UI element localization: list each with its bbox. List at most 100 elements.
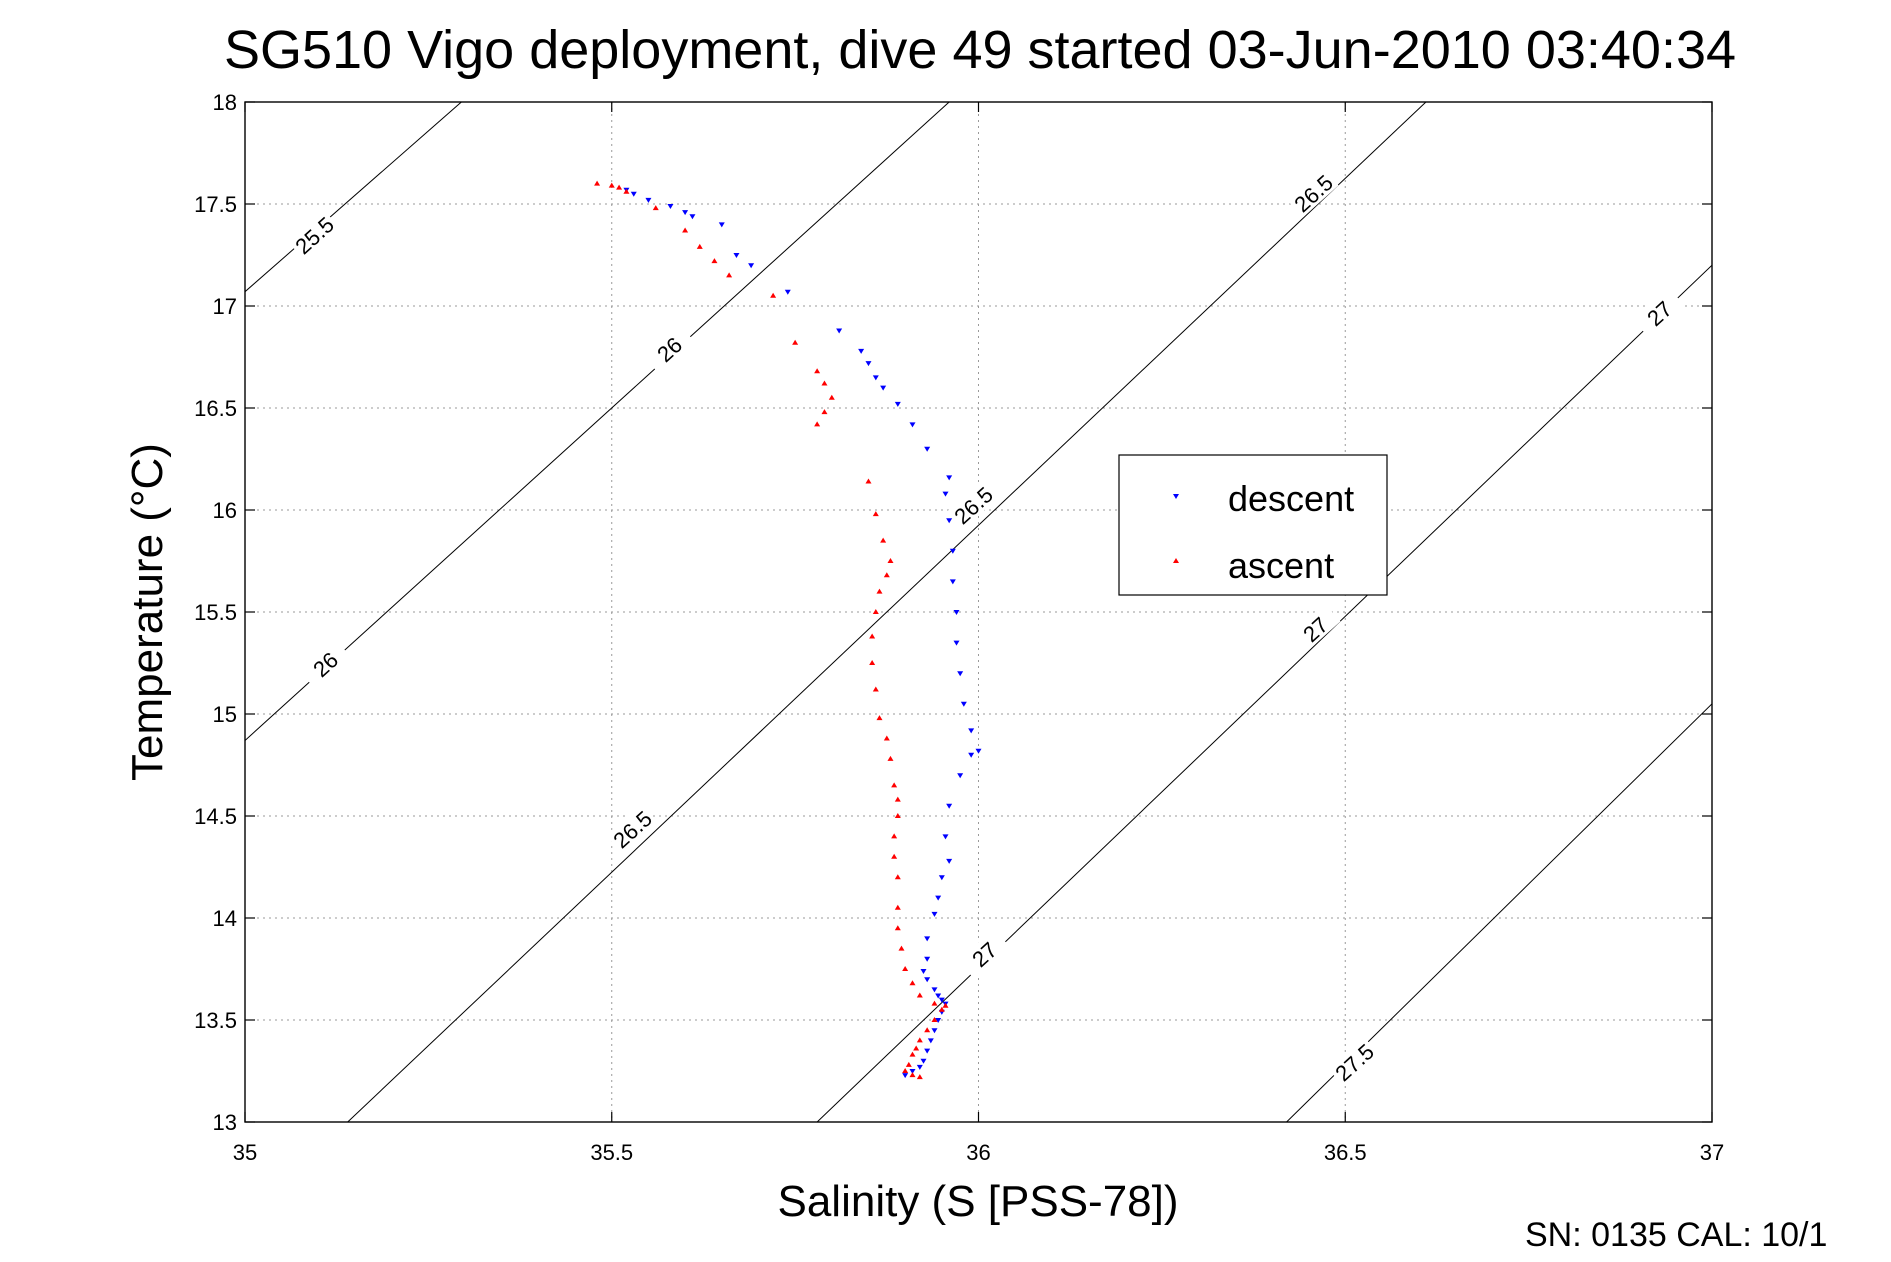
axis-ticks: 35 35.5 36 36.5 37 13 13.5 14 14.5 15 15.5 16 16.5 17… (194, 90, 1724, 1165)
series-descent (623, 187, 982, 1079)
descent-point (953, 610, 960, 615)
ascent-point (887, 755, 894, 761)
descent-point (968, 728, 975, 734)
ascent-point (821, 409, 828, 415)
ascent-point (938, 1006, 945, 1012)
descent-point (942, 491, 949, 497)
ascent-point (880, 537, 887, 543)
ascent-point (869, 633, 876, 639)
legend: descent ascent (1118, 454, 1388, 596)
legend-label-ascent: ascent (1228, 545, 1334, 586)
y-tick-label: 17 (213, 294, 237, 319)
descent-point (949, 548, 956, 554)
y-tick-label: 16 (213, 498, 237, 523)
contour-label-bg (946, 479, 999, 530)
ascent-point (916, 1074, 923, 1080)
descent-point (916, 1064, 923, 1070)
y-tick-label: 15.5 (194, 600, 237, 625)
ascent-point (891, 833, 898, 839)
descent-point (689, 214, 696, 220)
y-tick-label: 17.5 (194, 192, 237, 217)
ascent-point (916, 992, 923, 998)
descent-point (953, 640, 960, 646)
descent-point (880, 385, 887, 391)
y-tick-label: 15 (213, 702, 237, 727)
y-tick-label: 18 (213, 90, 237, 115)
descent-point (784, 289, 791, 295)
isopycnal-line (816, 264, 1712, 1122)
descent-point (667, 204, 674, 210)
descent-point (894, 401, 901, 407)
descent-point (968, 752, 975, 758)
ascent-point (905, 1061, 912, 1067)
legend-label-descent: descent (1228, 478, 1354, 519)
ascent-point (872, 609, 879, 614)
descent-point (748, 263, 755, 269)
ascent-point (891, 853, 898, 859)
chart-title: SG510 Vigo deployment, dive 49 started 0… (224, 20, 1736, 80)
descent-point (935, 895, 942, 901)
descent-point (858, 348, 865, 354)
ascent-point (872, 511, 879, 517)
ascent-point (814, 368, 821, 374)
x-axis-label: Salinity (S [PSS-78]) (777, 1177, 1178, 1226)
descent-point (924, 956, 931, 962)
descent-point (909, 422, 916, 428)
y-tick-label: 16.5 (194, 396, 237, 421)
x-tick-label: 36 (966, 1140, 990, 1165)
ascent-point (869, 660, 876, 665)
descent-point (931, 911, 938, 917)
descent-point (682, 210, 689, 216)
ascent-point (821, 380, 828, 386)
descent-point (957, 671, 964, 677)
ascent-point (623, 188, 630, 194)
y-tick-label: 13.5 (194, 1008, 237, 1033)
ascent-point (891, 782, 898, 788)
ascent-point (876, 715, 883, 721)
ascent-point (770, 292, 777, 298)
x-tick-label: 35.5 (590, 1140, 633, 1165)
ascent-point (792, 339, 799, 345)
descent-point (946, 803, 953, 809)
descent-point (924, 977, 931, 983)
ascent-point (916, 1037, 923, 1043)
ascent-point (894, 796, 901, 802)
descent-point (935, 1018, 942, 1023)
ascent-point (909, 1072, 916, 1078)
ascent-point (894, 813, 901, 818)
ascent-point (872, 686, 879, 692)
series-ascent (594, 180, 949, 1080)
ascent-point (894, 925, 901, 931)
descent-point (975, 748, 982, 754)
ascent-point (902, 966, 909, 971)
descent-point (872, 375, 879, 381)
ascent-point (682, 227, 689, 233)
descent-point (938, 875, 945, 881)
descent-point (946, 858, 953, 864)
descent-point (942, 834, 949, 840)
contour-group (245, 102, 1712, 1122)
descent-point (946, 518, 953, 524)
descent-point (733, 253, 740, 258)
descent-point (645, 197, 652, 203)
contour-label-bg (1327, 1036, 1380, 1087)
descent-point (949, 579, 956, 585)
contour-label-bg (642, 323, 695, 374)
ascent-point (909, 1051, 916, 1057)
ascent-point (909, 980, 916, 986)
ascent-point (814, 421, 821, 427)
ascent-point (931, 1000, 938, 1006)
ascent-point (876, 588, 883, 594)
ascent-point (942, 1002, 949, 1008)
ascent-point (931, 1017, 938, 1022)
isopycnal-line (347, 102, 1427, 1122)
x-tick-label: 36.5 (1324, 1140, 1367, 1165)
descent-point (927, 1038, 934, 1044)
isopycnal-line (245, 102, 950, 741)
contour-label-bg (605, 803, 658, 854)
isopycnal-line (245, 102, 462, 293)
ascent-point (865, 478, 872, 484)
ascent-point (608, 182, 615, 188)
